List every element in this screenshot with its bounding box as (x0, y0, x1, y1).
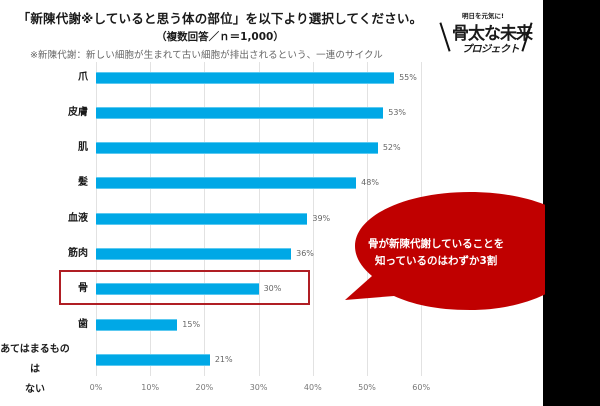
category-label: あてはまるものはない (0, 340, 74, 400)
category-label-line: 皮膚 (68, 106, 88, 118)
value-label: 48% (361, 178, 379, 188)
category-label-line: 髪 (78, 177, 88, 189)
category-label: 肌 (0, 140, 88, 156)
x-axis-tick-label: 40% (303, 383, 322, 392)
x-axis-tick-label: 0% (89, 383, 103, 392)
chart-title: 「新陳代謝※していると思う体の部位」を以下より選択してください。 (17, 11, 423, 26)
gridline (367, 62, 368, 376)
value-label: 39% (312, 213, 331, 223)
category-label: 髪 (0, 175, 88, 191)
x-axis-tick-label: 20% (195, 383, 214, 392)
category-label-line: 爪 (78, 71, 88, 83)
bar (96, 177, 357, 190)
category-label: 皮膚 (0, 105, 88, 121)
callout-text: 骨が新陳代謝していることを 知っているのはわずか3割 (368, 236, 548, 270)
callout-line-2: 知っているのはわずか3割 (375, 255, 498, 267)
logo-sub-text: プロジェクト (462, 44, 520, 55)
bar (96, 318, 178, 331)
bar (96, 142, 378, 155)
bar (96, 212, 308, 225)
bar (96, 353, 210, 366)
logo-main-text: 骨太な未来 (452, 24, 533, 44)
category-label: 骨 (0, 281, 88, 297)
category-label: 爪 (0, 70, 88, 86)
gridline (312, 62, 314, 376)
value-label: 52% (382, 143, 401, 153)
callout-line-1: 骨が新陳代謝していることを (368, 238, 505, 250)
speech-bubble-icon (345, 192, 545, 310)
bar (96, 248, 292, 260)
value-label: 21% (214, 354, 233, 364)
logo-caption: 明日を元気に! (462, 12, 504, 20)
project-logo: 明日を元気に! 骨太な未来 プロジェクト (439, 8, 533, 58)
x-axis-tick-label: 60% (412, 383, 431, 392)
category-label: 歯 (0, 317, 88, 333)
category-label-line: 肌 (78, 142, 88, 154)
value-label: 55% (399, 72, 417, 82)
x-axis-tick-label: 30% (249, 383, 268, 392)
category-label-line: 歯 (78, 318, 88, 330)
category-label-line: ない (25, 383, 45, 395)
value-label: 30% (263, 284, 282, 294)
category-label-line: 筋肉 (68, 248, 88, 259)
definition-note: ※新陳代謝：新しい細胞が生まれて古い細胞が排出されるという、一連のサイクル (30, 50, 383, 61)
highlight-box-bone (59, 270, 310, 305)
bar (96, 106, 384, 119)
bar (96, 71, 395, 84)
category-label: 血液 (0, 211, 88, 227)
bar (96, 283, 259, 296)
category-label: 筋肉 (0, 246, 88, 262)
x-axis-tick-label: 10% (141, 383, 160, 392)
category-label-line: 血液 (68, 212, 88, 224)
value-label: 15% (182, 319, 201, 329)
chart-subtitle: （複数回答／ｎ＝1,000） (156, 31, 284, 43)
category-label-line: 骨 (78, 283, 88, 295)
black-margin (543, 0, 600, 406)
value-label: 53% (388, 107, 407, 117)
bar-chart: 0% 10% 20% 30% 40% 50% 60% 爪 55% 皮膚 53% 肌 52% 髪 48% 血液 3… (0, 62, 431, 400)
category-label-line: あてはまるものは (0, 343, 70, 375)
x-axis-tick-label: 50% (358, 383, 376, 392)
value-label: 36% (296, 249, 314, 258)
